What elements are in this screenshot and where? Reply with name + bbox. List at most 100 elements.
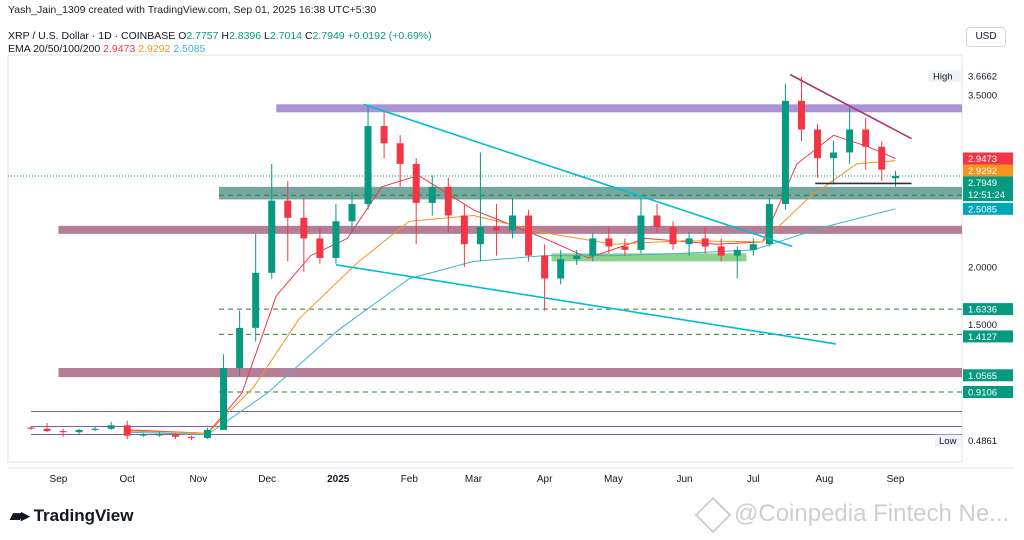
candle-body <box>123 425 131 436</box>
coinpedia-logo-icon <box>694 496 732 534</box>
ema-line-2 <box>127 208 896 436</box>
ohlc-open: 2.7757 <box>186 30 219 42</box>
extreme-tag-bg <box>929 70 961 83</box>
countdown-bg <box>963 188 1013 201</box>
x-axis-label: Sep <box>50 474 68 485</box>
ohlc-open-label: O <box>178 30 187 42</box>
extreme-tag-label: High <box>933 72 953 83</box>
price-tag-bg <box>963 202 1013 215</box>
candle-body <box>589 238 597 256</box>
candle-body <box>91 428 99 430</box>
price-label: 3.5000 <box>968 91 997 102</box>
price-label: 2.7949 <box>968 178 997 189</box>
candle-body <box>252 272 260 328</box>
coinpedia-watermark: @Coinpedia Fintech Ne... <box>694 496 1009 534</box>
support-zone-maroon-low <box>58 367 963 378</box>
candle-body <box>653 215 661 227</box>
price-label: 1.6336 <box>968 305 997 316</box>
x-axis-label: 2025 <box>327 474 350 485</box>
candle-body <box>428 186 436 203</box>
x-axis-label: Aug <box>816 474 834 485</box>
candle-body <box>476 226 484 245</box>
candle-body <box>878 146 886 170</box>
candle-body <box>846 129 854 153</box>
ohlc-low: 2.7014 <box>269 30 303 42</box>
candle-body <box>573 255 581 260</box>
extreme-tag-bg <box>935 434 961 447</box>
candle-body <box>171 434 179 437</box>
candle-body <box>797 100 805 130</box>
tradingview-logo-text: TradingView <box>33 506 134 525</box>
ema100-value: 2.5085 <box>173 43 206 55</box>
candle-body <box>733 249 741 256</box>
x-axis-label: Mar <box>465 474 483 485</box>
candle-body <box>525 215 533 256</box>
price-tag-bg <box>963 164 1013 177</box>
candle-body <box>300 217 308 239</box>
x-axis-label: Dec <box>258 474 276 485</box>
candle-body <box>781 100 789 205</box>
candle-body <box>460 215 468 245</box>
candle-body <box>637 215 645 250</box>
x-axis-label: Sep <box>887 474 905 485</box>
candle-body <box>364 126 372 205</box>
chart-credit: Yash_Jain_1309 created with TradingView.… <box>8 4 377 16</box>
candle-body <box>765 204 773 245</box>
ohlc-close: 2.7949 <box>312 30 345 42</box>
candle-body <box>59 431 67 433</box>
x-axis-label: Feb <box>401 474 419 485</box>
plot-frame <box>7 54 963 463</box>
candle-body <box>332 221 340 258</box>
candle-body <box>220 367 228 430</box>
x-axis-label: Jul <box>747 474 760 485</box>
ohlc-change: +0.0192 (+0.69%) <box>347 30 432 42</box>
candle-body <box>669 226 677 245</box>
channel-upper <box>363 103 793 248</box>
price-label: 2.0000 <box>968 263 997 274</box>
x-axis-label: Jun <box>676 474 692 485</box>
candle-body <box>396 143 404 164</box>
tradingview-logo-icon: ▰▸ <box>10 506 30 525</box>
symbol-ohlc-line: XRP / U.S. Dollar · 1D · COINBASE O2.775… <box>8 30 432 42</box>
ema-legend[interactable]: EMA 20/50/100/200 2.9473 2.9292 2.5085 <box>8 43 205 55</box>
candle-body <box>155 434 163 436</box>
x-axis-label: Oct <box>119 474 135 485</box>
candle-body <box>75 429 83 433</box>
candle-body <box>204 429 212 438</box>
candle-body <box>444 186 452 216</box>
candle-body <box>717 246 725 256</box>
price-label: 2.9292 <box>968 166 997 177</box>
candle-body <box>814 129 822 159</box>
candle-body <box>557 259 565 279</box>
resistance-zone-purple <box>276 104 962 113</box>
candle-body <box>268 200 276 273</box>
candle-body <box>605 238 613 247</box>
price-label: 1.5000 <box>968 320 997 331</box>
channel-lower <box>335 264 836 345</box>
candle-body <box>107 425 115 429</box>
candle-body <box>701 238 709 247</box>
candle-body <box>284 200 292 218</box>
ema50-value: 2.9292 <box>138 43 171 55</box>
candle-body <box>316 238 324 258</box>
price-tag-bg <box>963 176 1013 189</box>
tradingview-logo[interactable]: ▰▸ TradingView <box>10 506 133 526</box>
candle-body <box>43 428 51 432</box>
ema-label: EMA 20/50/100/200 <box>8 43 101 55</box>
descending-resistance <box>789 73 912 140</box>
accumulation-box-green <box>551 253 747 262</box>
price-tag-bg <box>963 369 1013 382</box>
candle-body <box>236 327 244 368</box>
x-axis-label: Apr <box>537 474 553 485</box>
candle-body <box>139 434 147 436</box>
ema-line-0 <box>127 134 896 434</box>
candle-body <box>27 427 35 429</box>
price-label: 1.0565 <box>968 371 997 382</box>
price-label: 1.4127 <box>968 332 997 343</box>
candle-body <box>492 226 500 231</box>
ema20-value: 2.9473 <box>103 43 136 55</box>
symbol-name[interactable]: XRP / U.S. Dollar · 1D · COINBASE <box>8 30 176 42</box>
candle-body <box>187 436 195 438</box>
currency-button[interactable]: USD <box>966 27 1006 47</box>
